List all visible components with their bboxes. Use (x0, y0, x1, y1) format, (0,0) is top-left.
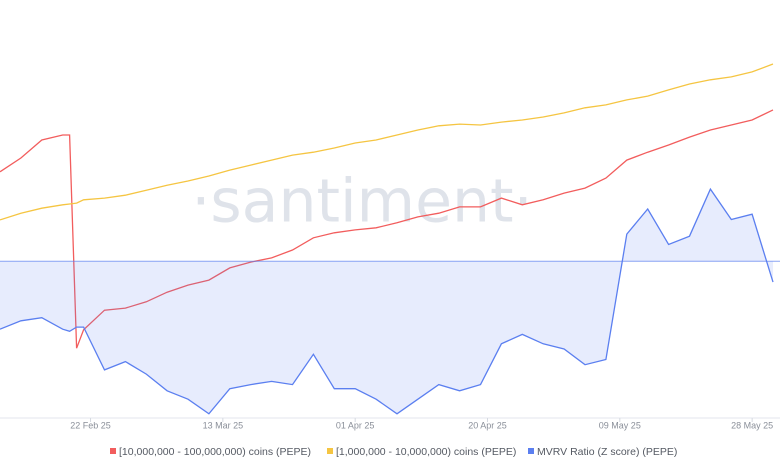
legend-label: MVRV Ratio (Z score) (PEPE) (537, 446, 677, 458)
x-tick-label: 20 Apr 25 (468, 420, 507, 430)
legend-swatch (110, 448, 116, 454)
line (0, 109, 774, 349)
x-tick-label: 09 May 25 (599, 420, 641, 430)
x-tick-label: 01 Apr 25 (336, 420, 375, 430)
x-tick-label: 13 Mar 25 (203, 420, 244, 430)
legend-label: [1,000,000 - 10,000,000) coins (PEPE) (336, 446, 516, 458)
line (0, 187, 774, 415)
x-tick-label: 28 May 25 (731, 420, 773, 430)
line (0, 63, 774, 221)
legend-swatch (528, 448, 534, 454)
legend: [10,000,000 - 100,000,000) coins (PEPE) [… (110, 446, 677, 458)
area (0, 189, 774, 414)
legend-swatch (327, 448, 333, 454)
legend-label: [10,000,000 - 100,000,000) coins (PEPE) (119, 446, 311, 458)
x-tick-label: 22 Feb 25 (70, 420, 111, 430)
watermark: ·santiment· (191, 167, 532, 237)
